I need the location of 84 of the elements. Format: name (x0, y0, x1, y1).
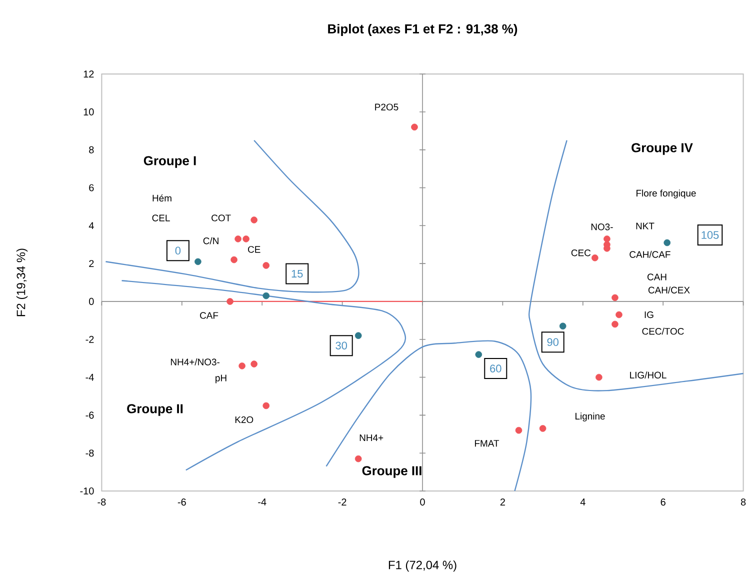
annotation: Groupe III (362, 466, 422, 478)
annotation: NH4+/NO3- (170, 358, 220, 366)
point (234, 236, 242, 242)
point (242, 236, 250, 242)
annotation: NO3- (591, 224, 613, 230)
y-tick-label: -6 (86, 412, 94, 419)
x-tick-label: -8 (98, 498, 106, 506)
point (515, 426, 522, 434)
point (262, 262, 270, 269)
annotation: Groupe I (144, 156, 196, 168)
y-tick-label: 6 (89, 184, 94, 192)
y-tick-label: 10 (84, 108, 94, 116)
point (616, 311, 622, 318)
point (612, 294, 618, 302)
annotation: NH4+ (360, 434, 384, 442)
annotation: CEC/TOC (642, 328, 684, 335)
x-axis-title: F1 (72,04 %) (388, 560, 456, 572)
x-tick-label: 2 (500, 498, 505, 506)
point (250, 360, 258, 368)
annotation: 30 (336, 342, 347, 350)
x-tick-label: 8 (740, 498, 746, 506)
point (539, 425, 546, 432)
annotation: P2O5 (375, 104, 398, 110)
annotation: CAH/CEX (648, 286, 690, 294)
point (664, 239, 671, 246)
y-axis-title: F2 (19,34 %) (16, 248, 28, 316)
annotation: Flore fongique (636, 190, 696, 198)
y-tick-label: -2 (86, 336, 94, 343)
point (262, 292, 270, 300)
point (250, 216, 258, 224)
y-tick-label: 2 (89, 260, 94, 268)
chart-title: Biplot (axes F1 et F2 : 91,38 %) (328, 24, 518, 36)
annotation: Lignine (576, 412, 605, 422)
point (194, 258, 202, 266)
annotation: Groupe IV (632, 143, 693, 155)
annotation: IG (644, 311, 654, 318)
point (230, 256, 238, 264)
annotation: pH (216, 374, 226, 384)
point (354, 455, 362, 462)
y-tick-label: -8 (86, 450, 94, 457)
annotation: 0 (175, 246, 181, 255)
annotation: CEC (571, 250, 591, 256)
annotation: CAF (200, 312, 218, 319)
point (411, 124, 418, 130)
y-tick-label: 12 (84, 70, 94, 78)
y-tick-label: -4 (86, 374, 94, 381)
point (596, 374, 602, 381)
annotation: NKT (636, 222, 654, 230)
annotation: CAH (648, 274, 666, 280)
annotation: Groupe II (127, 404, 183, 416)
x-tick-label: 0 (420, 498, 425, 506)
point (238, 362, 246, 370)
annotation: C/N (203, 237, 218, 244)
line-series (105, 140, 360, 293)
annotation: COT (212, 214, 231, 222)
annotation: LIG/HOL (630, 372, 666, 378)
annotation: CE (248, 246, 260, 253)
y-tick-label: -10 (80, 487, 94, 495)
annotation: CEL (152, 214, 170, 222)
y-tick-label: 8 (89, 146, 94, 154)
annotation: 60 (490, 364, 502, 372)
x-tick-label: -2 (338, 498, 346, 506)
x-tick-label: 6 (660, 498, 666, 506)
point (475, 351, 482, 358)
annotation: 90 (547, 338, 558, 346)
x-tick-label: 4 (580, 498, 586, 506)
annotation: Hém (152, 194, 172, 202)
point (226, 298, 234, 305)
point (604, 236, 610, 242)
annotation: 105 (702, 231, 719, 239)
annotation: FMAT (474, 440, 500, 447)
point (559, 322, 566, 330)
y-tick-label: 4 (88, 222, 94, 230)
point (612, 320, 618, 328)
annotation: CAH/CAF (630, 250, 670, 258)
annotation: 15 (292, 270, 303, 278)
point (592, 254, 598, 262)
y-tick-label: 0 (89, 298, 94, 305)
line-series (326, 340, 532, 492)
x-tick-label: -4 (258, 498, 266, 506)
point (354, 332, 362, 339)
point (262, 402, 270, 410)
x-tick-label: -6 (178, 498, 186, 506)
annotation: K2O (235, 416, 254, 424)
